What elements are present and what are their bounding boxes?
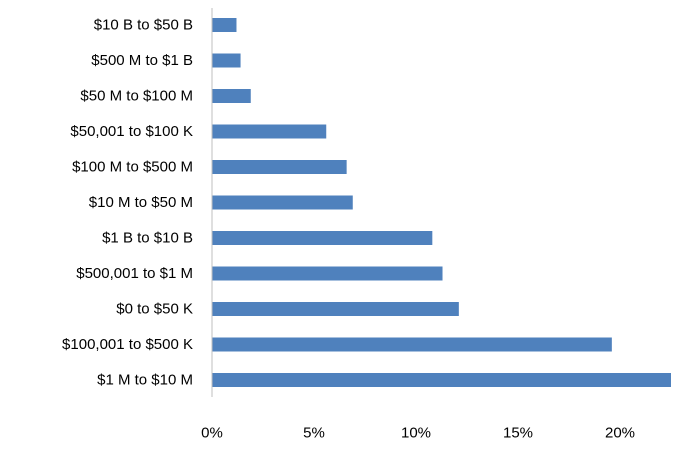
bar bbox=[212, 18, 237, 32]
category-label: $500,001 to $1 M bbox=[76, 265, 193, 282]
x-tick-label: 20% bbox=[605, 425, 635, 442]
bar bbox=[212, 53, 241, 68]
category-label: $1 M to $10 M bbox=[97, 372, 193, 389]
bar bbox=[212, 124, 327, 139]
bar bbox=[212, 195, 353, 210]
category-label: $10 B to $50 B bbox=[94, 17, 193, 34]
category-label: $100,001 to $500 K bbox=[62, 336, 193, 353]
x-tick-label: 10% bbox=[401, 425, 431, 442]
bar bbox=[212, 266, 443, 281]
bar bbox=[212, 89, 251, 103]
bar bbox=[212, 337, 612, 352]
x-tick-label: 0% bbox=[201, 425, 223, 442]
bar bbox=[212, 160, 347, 174]
x-tick-label: 5% bbox=[303, 425, 325, 442]
category-label: $500 M to $1 B bbox=[91, 52, 193, 69]
category-label: $50 M to $100 M bbox=[80, 88, 193, 105]
category-label: $0 to $50 K bbox=[116, 301, 193, 318]
bar bbox=[212, 373, 671, 387]
x-tick-labels: 0% 5% 10% 15% 20% bbox=[201, 425, 635, 442]
bars-layer bbox=[212, 18, 671, 387]
category-label: $100 M to $500 M bbox=[72, 159, 193, 176]
category-label: $50,001 to $100 K bbox=[70, 123, 193, 140]
category-label: $1 B to $10 B bbox=[102, 230, 193, 247]
x-tick-label: 15% bbox=[503, 425, 533, 442]
bar bbox=[212, 302, 459, 316]
bar bbox=[212, 231, 433, 245]
category-labels: $10 B to $50 B $500 M to $1 B $50 M to $10… bbox=[62, 17, 193, 389]
category-label: $10 M to $50 M bbox=[89, 194, 193, 211]
